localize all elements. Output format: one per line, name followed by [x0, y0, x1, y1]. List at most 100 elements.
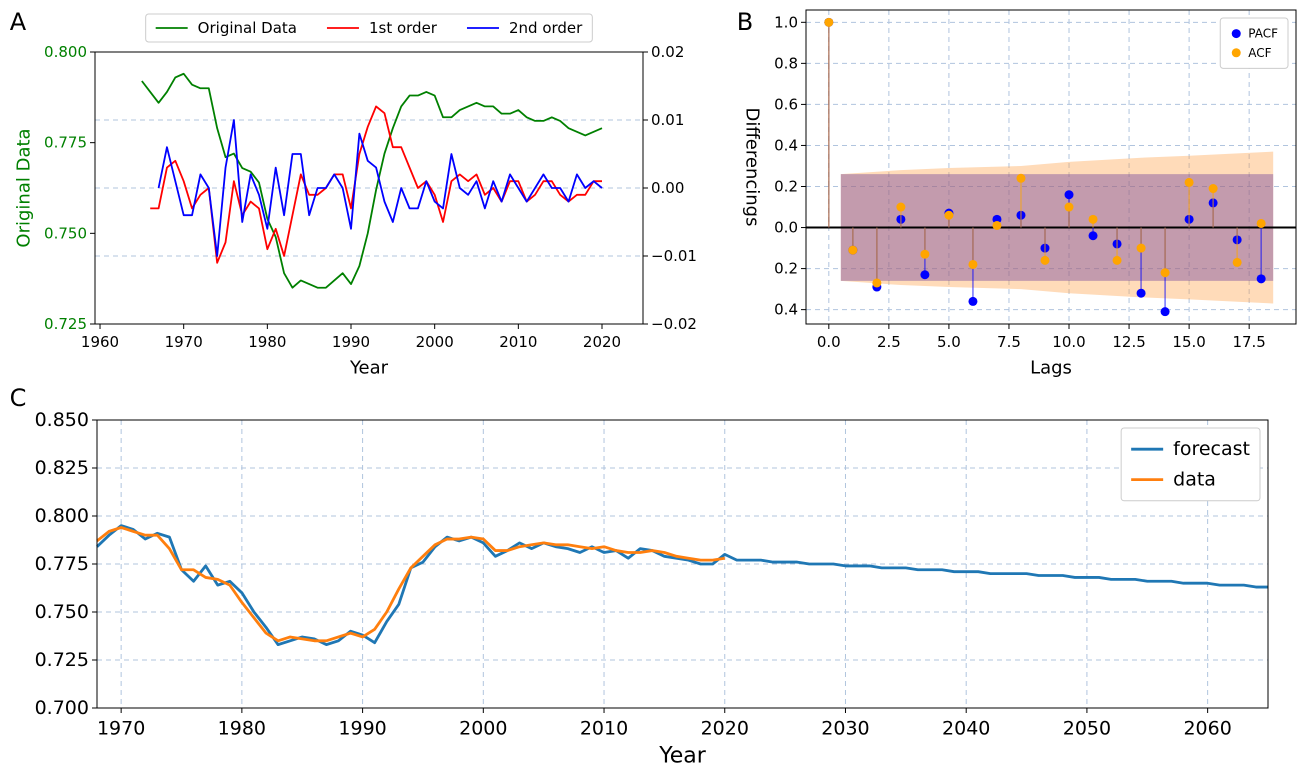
series-line — [96, 526, 725, 643]
y-tick-label: 0.775 — [35, 553, 89, 575]
stem-marker — [1160, 268, 1170, 278]
y-axis-label: Differencings — [742, 108, 763, 227]
stem-marker — [1256, 218, 1266, 228]
plot-frame — [805, 9, 1297, 325]
y2-tick-label: 0.02 — [651, 43, 684, 61]
x-tick-label: 17.5 — [1232, 333, 1265, 351]
x-axis-label: Year — [349, 358, 389, 379]
legend-label: 1st order — [369, 19, 438, 37]
legend: forecast data — [1120, 427, 1261, 502]
y-tick-label: 0.750 — [44, 224, 87, 242]
y2-tick-label: −0.02 — [651, 315, 697, 333]
stem-marker — [1112, 255, 1122, 265]
legend-marker — [1231, 29, 1241, 39]
x-tick-label: 1980 — [248, 333, 286, 351]
y-axis-label: Original Data — [14, 128, 35, 247]
panel-label: B — [737, 8, 753, 36]
y-tick-label: 0.700 — [35, 697, 89, 719]
y-tick-label: 0.2 — [774, 177, 798, 195]
x-tick-label: 15.0 — [1172, 333, 1205, 351]
legend-label: 2nd order — [509, 19, 583, 37]
x-tick-label: 2050 — [1063, 717, 1111, 739]
x-tick-label: 1960 — [81, 333, 119, 351]
y-tick-label: 0.800 — [44, 43, 87, 61]
stem-marker — [896, 202, 906, 212]
y-tick-label: 0.0 — [774, 219, 798, 237]
y2-tick-label: 0.01 — [651, 111, 684, 129]
series-line — [141, 72, 603, 289]
x-tick-label: 2020 — [583, 333, 621, 351]
y-tick-label: 0.6 — [774, 95, 798, 113]
stem-marker — [1088, 214, 1098, 224]
stem-marker — [1136, 243, 1146, 253]
legend-label: forecast — [1173, 438, 1250, 460]
stem-marker — [920, 270, 930, 280]
x-axis-label: Year — [658, 744, 707, 768]
x-tick-label: 1970 — [165, 333, 203, 351]
stem-marker — [872, 278, 882, 288]
y-tick-label: 0.2 — [774, 260, 798, 278]
stem-marker — [1064, 202, 1074, 212]
y-tick-label: 0.4 — [774, 301, 798, 319]
panel-label: A — [10, 8, 27, 36]
x-tick-label: 2030 — [821, 717, 869, 739]
legend-label: PACF — [1248, 27, 1278, 41]
y2-tick-label: −0.01 — [651, 247, 697, 265]
stem-marker — [968, 296, 978, 306]
panel-label: C — [10, 384, 27, 412]
x-tick-label: 2020 — [701, 717, 749, 739]
y-tick-label: 0.725 — [35, 649, 89, 671]
x-tick-label: 1990 — [338, 717, 386, 739]
legend: PACF ACF — [1219, 17, 1289, 69]
x-tick-label: 1990 — [332, 333, 370, 351]
y-tick-label: 0.725 — [44, 315, 87, 333]
x-tick-label: 2000 — [416, 333, 454, 351]
stem-marker — [1088, 231, 1098, 241]
legend-label: data — [1173, 469, 1216, 491]
stem-marker — [920, 249, 930, 259]
stem-marker — [992, 220, 1002, 230]
x-tick-label: 2010 — [499, 333, 537, 351]
series-line — [96, 524, 1268, 647]
legend-box — [145, 13, 593, 43]
y-tick-label: 1.0 — [774, 13, 798, 31]
stem-marker — [1256, 274, 1266, 284]
stem-marker — [1040, 255, 1050, 265]
y-tick-label: 0.775 — [44, 134, 87, 152]
y-tick-label: 0.4 — [774, 136, 798, 154]
x-tick-label: 0.0 — [817, 333, 841, 351]
y2-tick-label: 0.00 — [651, 179, 684, 197]
y-tick-label: 0.8 — [774, 54, 798, 72]
legend-label: ACF — [1248, 46, 1271, 60]
x-tick-label: 2010 — [580, 717, 628, 739]
x-tick-label: 2060 — [1183, 717, 1231, 739]
plot-frame — [94, 51, 644, 325]
legend: Original Data 1st order 2nd order — [145, 13, 593, 43]
stem-marker — [992, 214, 1002, 224]
y-tick-label: 0.825 — [35, 457, 89, 479]
legend-label: Original Data — [198, 19, 297, 37]
plot-frame — [96, 419, 1269, 709]
legend-box — [1219, 17, 1289, 69]
stem-marker — [944, 210, 954, 220]
x-tick-label: 1980 — [218, 717, 266, 739]
stem-marker — [1136, 288, 1146, 298]
x-tick-label: 7.5 — [997, 333, 1021, 351]
stem-marker — [1184, 177, 1194, 187]
y-tick-label: 0.800 — [35, 505, 89, 527]
x-tick-label: 5.0 — [937, 333, 961, 351]
x-tick-label: 2.5 — [877, 333, 901, 351]
stem-marker — [1232, 257, 1242, 267]
stem-marker — [1160, 307, 1170, 317]
stem-marker — [848, 245, 858, 255]
y-tick-label: 0.850 — [35, 409, 89, 431]
x-tick-label: 10.0 — [1052, 333, 1085, 351]
x-tick-label: 12.5 — [1112, 333, 1145, 351]
legend-box — [1120, 427, 1261, 502]
stem-marker — [1208, 184, 1218, 194]
y-tick-label: 0.750 — [35, 601, 89, 623]
x-tick-label: 1970 — [97, 717, 145, 739]
x-tick-label: 2000 — [459, 717, 507, 739]
x-axis-label: Lags — [1030, 358, 1072, 379]
